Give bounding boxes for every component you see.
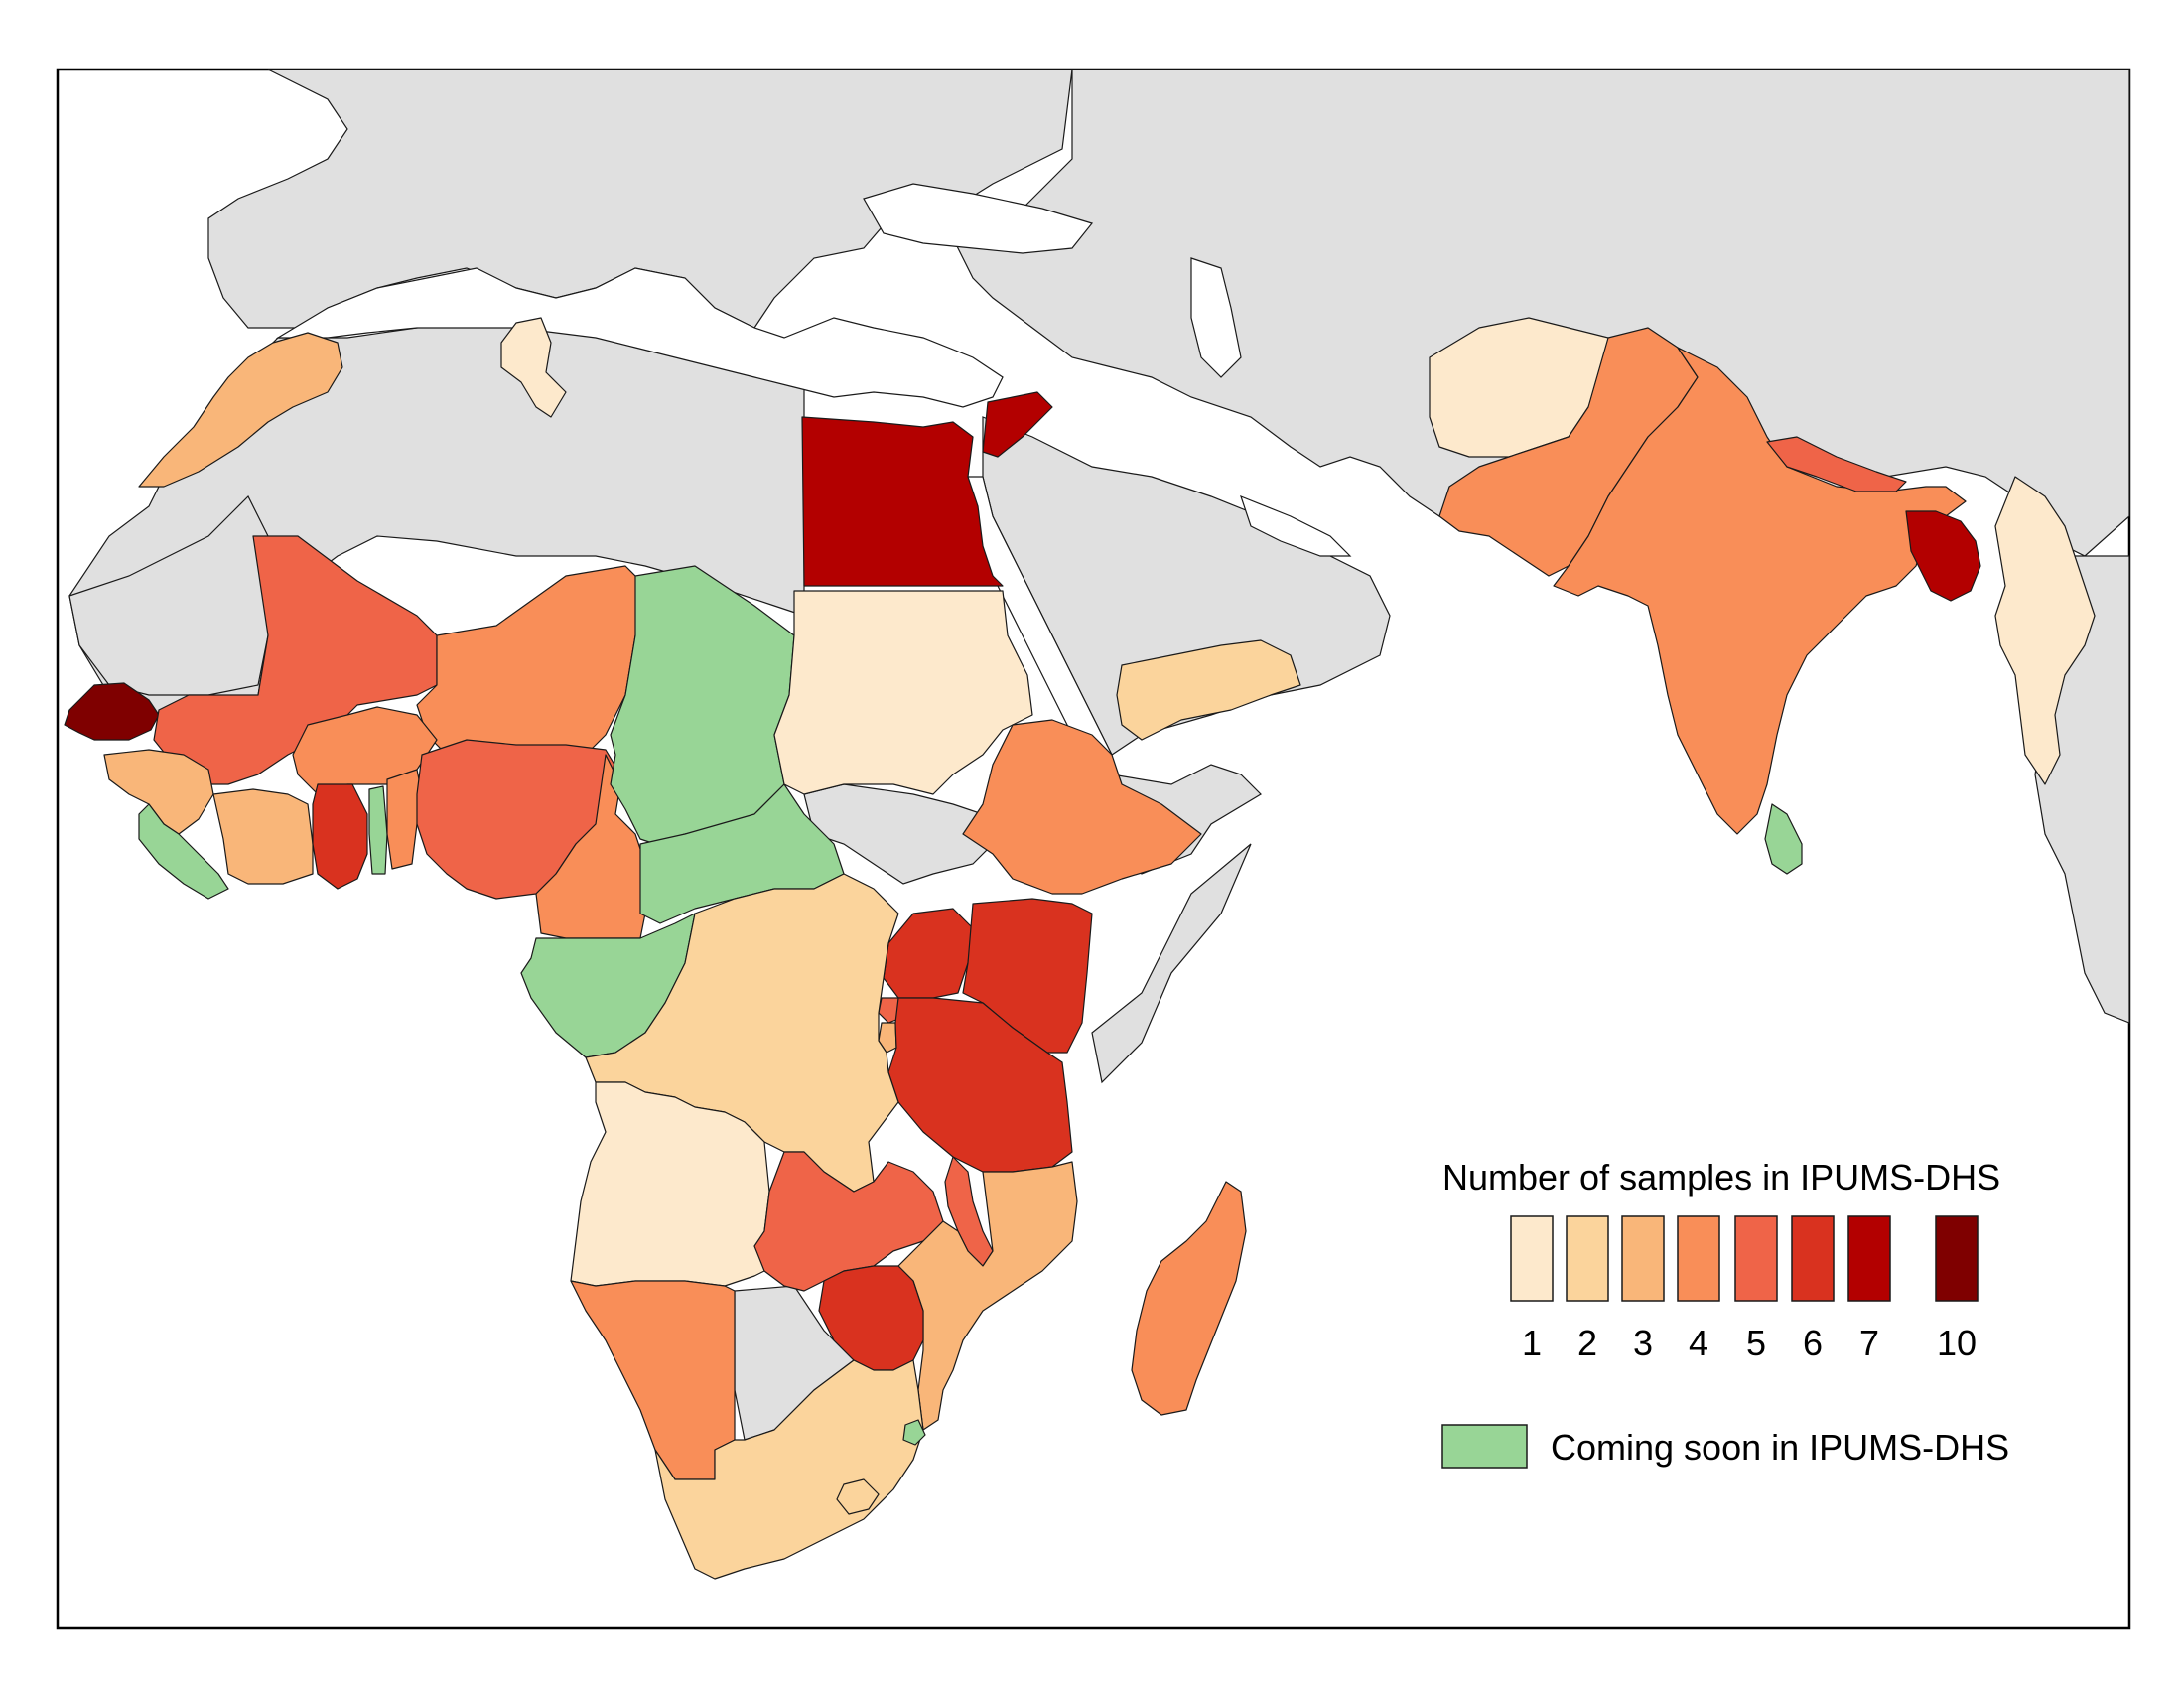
legend-swatch-1 [1510,1215,1554,1302]
legend-label-3: 3 [1633,1323,1653,1363]
country-nepal[interactable] [1766,436,1907,492]
legend-coming-soon-label: Coming soon in IPUMS-DHS [1551,1427,2009,1468]
legend-swatch-6 [1791,1215,1835,1302]
legend-swatch-3 [1621,1215,1665,1302]
legend-swatches: 1 2 3 4 5 6 7 10 [1510,1215,1979,1363]
country-niger[interactable] [416,565,646,766]
legend-label-6: 6 [1803,1323,1823,1363]
country-guinea[interactable] [103,749,214,835]
country-togo[interactable] [368,785,388,875]
legend-label-10: 10 [1937,1323,1977,1363]
country-cote-divoire[interactable] [212,788,314,885]
country-ghana[interactable] [312,783,368,890]
legend-label-7: 7 [1859,1323,1879,1363]
legend-swatch-5 [1734,1215,1778,1302]
country-sri-lanka[interactable] [1764,803,1803,875]
persian-gulf [1240,494,1352,557]
country-benin[interactable] [386,769,423,870]
country-senegal[interactable] [64,682,160,741]
legend-swatch-coming-soon [1441,1424,1528,1469]
country-liberia[interactable] [138,803,229,900]
legend-label-4: 4 [1689,1323,1708,1363]
country-morocco[interactable] [138,332,343,488]
country-south-africa[interactable] [654,1359,924,1580]
country-mozambique[interactable] [897,1161,1078,1431]
legend-swatch-4 [1677,1215,1720,1302]
country-myanmar[interactable] [1994,476,2096,785]
country-ethiopia[interactable] [962,719,1202,895]
legend-label-2: 2 [1577,1323,1597,1363]
country-zimbabwe[interactable] [818,1265,924,1371]
caspian-sea [1190,257,1242,378]
country-lesotho[interactable] [836,1478,880,1515]
water-bodies [275,183,1352,776]
country-kenya[interactable] [962,898,1093,1054]
mediterranean-sea [275,267,1004,408]
data-countries [64,317,2096,1580]
legend: Number of samples in IPUMS-DHS 1 2 3 4 5 6 7 10… [1441,1157,2009,1469]
legend-swatch-2 [1566,1215,1609,1302]
country-india[interactable] [1553,347,1967,835]
country-sudan[interactable] [773,590,1033,795]
country-madagascar[interactable] [1131,1181,1247,1416]
country-mali[interactable] [153,535,438,785]
black-sea [863,183,1094,254]
country-eswatini[interactable] [902,1419,926,1446]
legend-swatch-7 [1847,1215,1891,1302]
legend-label-1: 1 [1522,1323,1542,1363]
country-bangladesh[interactable] [1905,510,1981,602]
country-jordan[interactable] [982,391,1053,458]
legend-swatch-10 [1935,1215,1979,1302]
country-egypt[interactable] [801,416,1004,587]
legend-title: Number of samples in IPUMS-DHS [1442,1157,2000,1197]
country-yemen[interactable] [1116,639,1301,741]
country-tunisia[interactable] [500,317,567,418]
country-zambia[interactable] [753,1151,944,1292]
legend-label-5: 5 [1746,1323,1766,1363]
